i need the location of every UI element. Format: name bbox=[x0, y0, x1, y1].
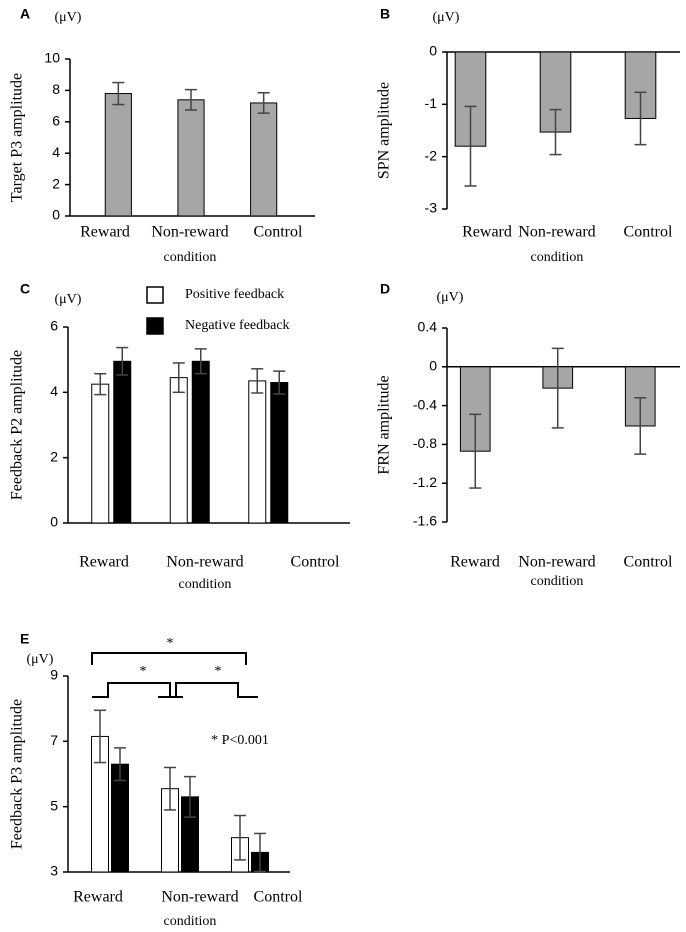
legend-swatch bbox=[146, 286, 164, 304]
y-axis-label: Feedback P3 amplitude bbox=[9, 699, 26, 849]
y-tick-label: -2 bbox=[425, 147, 438, 163]
x-tick-label: Control bbox=[254, 889, 303, 906]
x-tick-label: Reward bbox=[79, 554, 129, 571]
bar bbox=[113, 360, 132, 524]
x-tick-label: Reward bbox=[80, 224, 130, 241]
y-tick-label: 0 bbox=[50, 514, 58, 530]
y-tick-label: -1 bbox=[425, 95, 438, 111]
x-tick-label: Reward bbox=[73, 889, 123, 906]
y-tick-label: 7 bbox=[50, 732, 58, 748]
y-tick-label: 4 bbox=[50, 383, 58, 399]
y-tick-label: -0.8 bbox=[413, 435, 437, 451]
legend-label: Positive feedback bbox=[185, 287, 284, 302]
unit-label: (μV) bbox=[437, 290, 464, 305]
panel-label: A bbox=[20, 6, 30, 22]
panel-label: D bbox=[380, 281, 390, 297]
x-tick-label: Control bbox=[291, 554, 340, 571]
annotation: * P<0.001 bbox=[211, 733, 269, 748]
y-tick-label: 10 bbox=[44, 50, 60, 66]
panel-label: B bbox=[380, 6, 390, 22]
y-tick-label: 0 bbox=[429, 358, 437, 374]
x-axis-label: condition bbox=[164, 914, 217, 929]
y-tick-label: 2 bbox=[50, 448, 58, 464]
y-axis-label: SPN amplitude bbox=[376, 82, 393, 179]
y-tick-label: 5 bbox=[50, 797, 58, 813]
y-axis-label: Feedback P2 amplitude bbox=[9, 350, 26, 500]
annotation: * bbox=[215, 664, 222, 679]
x-axis-label: condition bbox=[164, 250, 217, 265]
significance-bracket bbox=[91, 652, 247, 665]
y-tick-label: 2 bbox=[52, 175, 60, 191]
y-tick-label: 0 bbox=[429, 43, 437, 59]
x-tick-label: Control bbox=[624, 224, 673, 241]
y-tick-label: 6 bbox=[50, 318, 58, 334]
y-axis-label: FRN amplitude bbox=[376, 375, 393, 474]
x-tick-label: Control bbox=[624, 554, 673, 571]
unit-label: (μV) bbox=[27, 652, 54, 667]
y-tick-label: 3 bbox=[50, 863, 58, 879]
y-tick-label: -3 bbox=[425, 200, 438, 216]
bar bbox=[91, 383, 110, 524]
legend-label: Negative feedback bbox=[185, 318, 290, 333]
y-tick-label: -0.4 bbox=[413, 396, 437, 412]
y-tick-label: 6 bbox=[52, 113, 60, 129]
y-tick-label: -1.6 bbox=[413, 513, 437, 529]
x-tick-label: Non-reward bbox=[518, 554, 595, 571]
x-tick-label: Non-reward bbox=[166, 554, 243, 571]
bar bbox=[270, 382, 289, 524]
y-tick-label: 0 bbox=[52, 207, 60, 223]
annotation: * bbox=[167, 636, 174, 651]
y-tick-label: 9 bbox=[50, 667, 58, 683]
x-axis-label: condition bbox=[179, 577, 232, 592]
annotation: * bbox=[140, 664, 147, 679]
legend-swatch bbox=[146, 317, 164, 335]
significance-bracket bbox=[92, 682, 258, 698]
bar bbox=[250, 102, 278, 217]
x-tick-label: Reward bbox=[450, 554, 500, 571]
y-tick-label: 0.4 bbox=[418, 319, 438, 335]
x-tick-label: Non-reward bbox=[151, 224, 228, 241]
bar bbox=[191, 360, 210, 524]
bar bbox=[104, 93, 132, 217]
bar bbox=[248, 380, 267, 524]
panel-label: C bbox=[20, 281, 30, 297]
x-axis-label: condition bbox=[531, 250, 584, 265]
y-tick-label: 8 bbox=[52, 81, 60, 97]
x-tick-label: Control bbox=[254, 224, 303, 241]
unit-label: (μV) bbox=[433, 10, 460, 25]
unit-label: (μV) bbox=[55, 292, 82, 307]
y-axis-label: Target P3 amplitude bbox=[9, 73, 26, 202]
x-tick-label: Non-reward bbox=[518, 224, 595, 241]
x-tick-label: Non-reward bbox=[161, 889, 238, 906]
y-tick-label: 4 bbox=[52, 144, 60, 160]
bar bbox=[169, 377, 188, 524]
x-tick-label: Reward bbox=[462, 224, 512, 241]
bar bbox=[177, 99, 205, 217]
y-tick-label: -1.2 bbox=[413, 474, 437, 490]
panel-label: E bbox=[20, 631, 29, 647]
x-axis-label: condition bbox=[531, 574, 584, 589]
unit-label: (μV) bbox=[55, 10, 82, 25]
